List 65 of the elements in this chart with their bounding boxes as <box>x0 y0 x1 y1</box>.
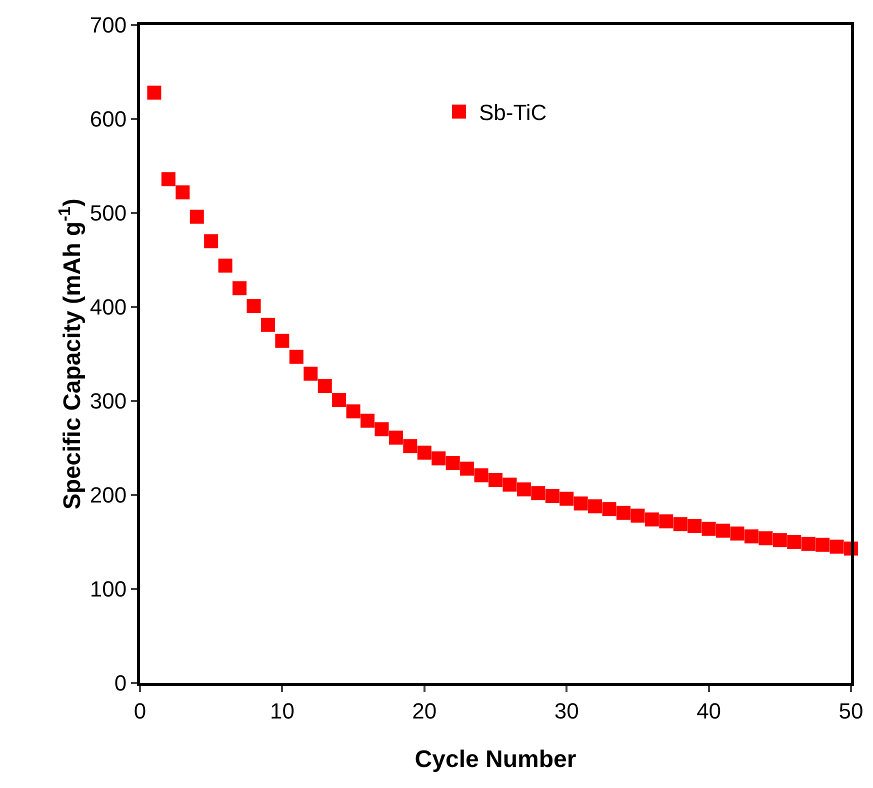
point <box>545 488 560 503</box>
y-tick-label: 300 <box>90 388 127 414</box>
point <box>346 404 360 418</box>
point <box>161 172 176 186</box>
point <box>176 185 190 200</box>
point <box>488 472 502 487</box>
y-tick-label: 700 <box>90 12 127 38</box>
point <box>360 414 375 428</box>
point <box>403 439 418 454</box>
point <box>374 422 389 436</box>
point <box>801 536 816 551</box>
point <box>460 462 474 476</box>
point <box>332 393 346 408</box>
point <box>560 492 574 506</box>
point <box>716 524 730 538</box>
x-tick-label: 30 <box>554 698 579 724</box>
y-tick-label: 500 <box>90 200 127 226</box>
x-tick-label: 40 <box>696 698 722 724</box>
point <box>446 456 460 470</box>
x-tick-label: 10 <box>270 698 294 724</box>
y-tick-label: 0 <box>114 670 127 696</box>
point <box>232 281 247 296</box>
y-tick-label: 400 <box>90 294 127 320</box>
point <box>246 299 261 314</box>
x-tick-label: 0 <box>134 698 146 724</box>
x-tick-label: 20 <box>412 698 437 724</box>
point <box>432 451 446 466</box>
point <box>190 210 204 224</box>
point <box>318 378 332 393</box>
point <box>289 350 304 364</box>
point <box>260 318 275 332</box>
point <box>275 334 290 348</box>
point <box>816 538 830 552</box>
point <box>474 468 488 482</box>
y-tick-label: 100 <box>90 576 127 602</box>
point <box>630 508 645 523</box>
x-tick-label: 50 <box>838 698 864 724</box>
point <box>147 86 162 100</box>
point <box>758 531 773 546</box>
y-tick-label: 200 <box>90 482 127 508</box>
point <box>502 478 517 492</box>
point <box>616 506 630 520</box>
point <box>787 535 802 549</box>
point <box>531 486 546 500</box>
point <box>516 482 531 496</box>
point <box>688 519 702 534</box>
x-axis-title: Cycle Number <box>414 746 576 773</box>
y-tick-label: 600 <box>90 106 127 132</box>
point <box>588 499 602 514</box>
point <box>574 496 588 510</box>
point <box>388 430 403 445</box>
point <box>304 366 318 381</box>
point <box>644 512 659 526</box>
point <box>772 533 787 548</box>
point <box>204 234 218 248</box>
point <box>830 540 844 554</box>
point <box>673 517 688 532</box>
legend-label: Sb-TiC <box>479 100 547 126</box>
point <box>730 526 744 541</box>
point <box>659 514 674 528</box>
point <box>417 446 432 460</box>
point <box>744 529 758 544</box>
point <box>702 522 716 536</box>
point <box>602 502 616 516</box>
point <box>218 258 232 273</box>
